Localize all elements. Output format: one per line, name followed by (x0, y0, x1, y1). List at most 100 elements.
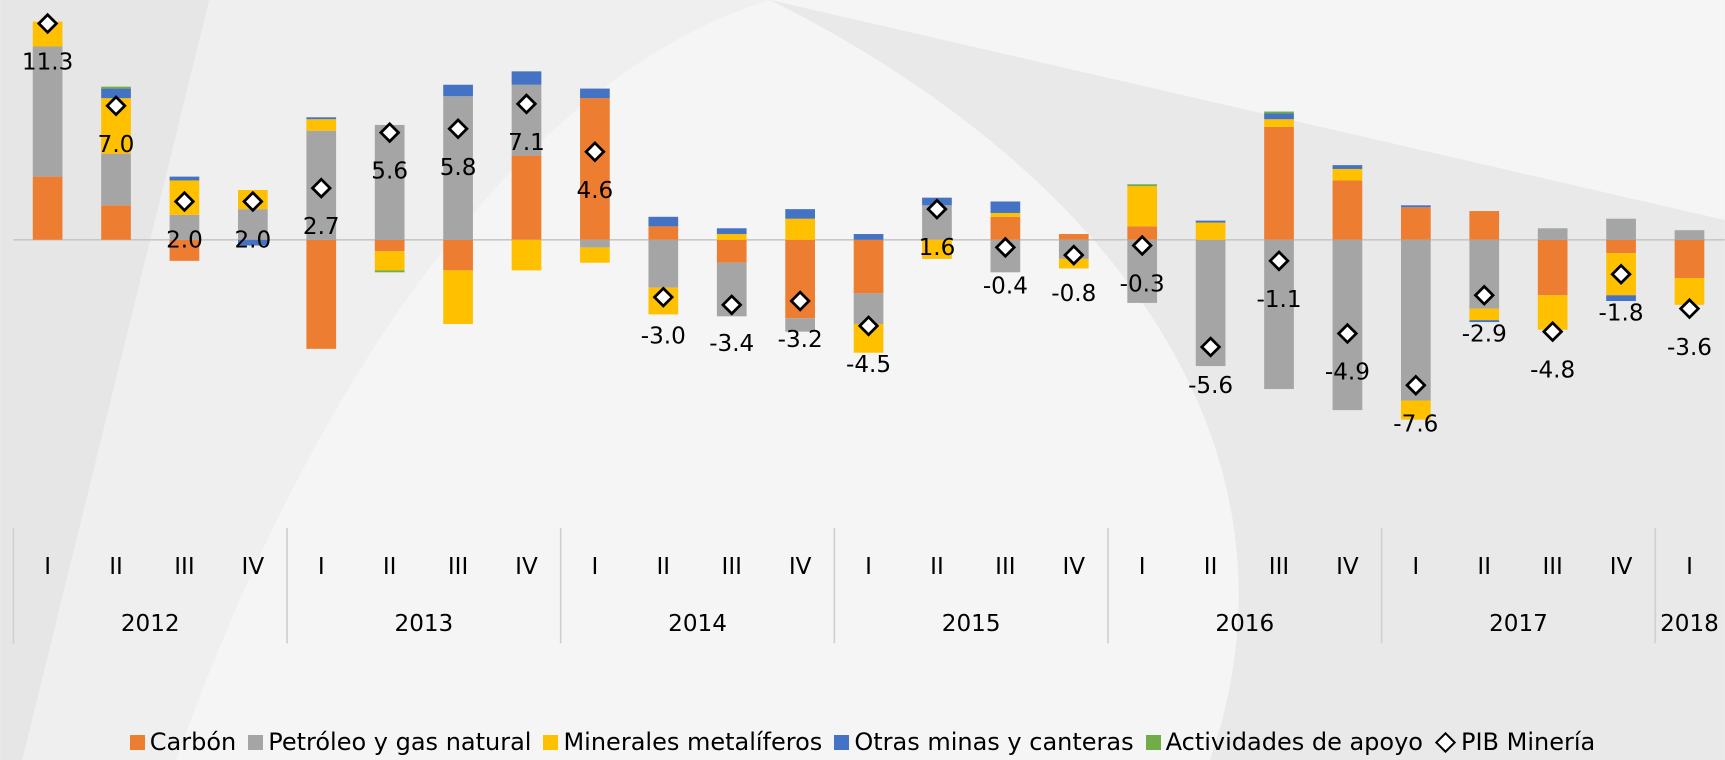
bar-segment (853, 234, 884, 240)
x-tick-label: IV (515, 554, 538, 580)
marker (1610, 263, 1632, 285)
marker (1131, 234, 1153, 257)
marker (789, 290, 811, 312)
x-tick-label: I (1412, 554, 1419, 580)
bar-segment (580, 88, 610, 99)
bar-segment (1264, 111, 1294, 114)
data-label: 1.6 (919, 235, 956, 261)
x-tick-label: III (1542, 554, 1562, 580)
bar-segment (785, 218, 815, 240)
group-label: 2012 (121, 611, 180, 637)
data-label: -5.6 (1188, 373, 1233, 399)
bar-segment (648, 226, 679, 240)
legend: Carbón Petróleo y gas natural Minerales me… (0, 728, 1725, 756)
data-label: -3.4 (709, 331, 754, 357)
x-tick-label: III (722, 554, 742, 580)
bar-segment (511, 239, 542, 271)
x-tick-label: IV (789, 554, 812, 580)
bar-segment (648, 216, 679, 227)
x-tick-label: IV (242, 554, 265, 580)
bar-segment (1332, 165, 1363, 169)
bar-segment (1674, 239, 1705, 279)
data-label: -7.6 (1393, 411, 1438, 437)
marker (1063, 244, 1085, 266)
marker (584, 140, 606, 163)
bar-segment (1264, 119, 1294, 127)
data-label: 2.0 (166, 228, 203, 254)
legend-label: Petróleo y gas natural (268, 728, 532, 756)
legend-item: Minerales metalíferos (543, 728, 822, 756)
marker (1541, 320, 1564, 343)
bar-segment (101, 205, 131, 240)
data-label: -2.9 (1462, 321, 1507, 347)
x-tick-label: I (1686, 554, 1693, 580)
group-label: 2018 (1660, 611, 1719, 637)
bar-segment (580, 239, 610, 248)
marker (36, 12, 59, 35)
marker (105, 95, 127, 117)
marker (926, 198, 948, 220)
legend-label: PIB Minería (1460, 728, 1596, 756)
x-tick-label: II (1477, 554, 1491, 580)
bar-segment (648, 239, 679, 288)
bar-segment (580, 98, 610, 240)
bar-segment (101, 86, 131, 89)
bar-segment (1606, 239, 1636, 254)
bar-segment (1537, 228, 1568, 240)
bar-segment (716, 228, 747, 235)
bar-segment (1400, 400, 1431, 420)
bar-segment (853, 239, 884, 294)
data-label: -4.5 (846, 352, 891, 378)
legend-label: Actividades de apoyo (1165, 728, 1423, 756)
marker (1199, 336, 1222, 358)
bar-segment (1400, 239, 1431, 401)
x-tick-label: I (1139, 554, 1146, 580)
group-label: 2015 (942, 611, 1001, 637)
legend-swatch (248, 734, 264, 750)
bar-segment (374, 251, 405, 271)
data-label: -1.1 (1256, 287, 1301, 313)
bar-segment (169, 176, 200, 181)
bar-segment (580, 247, 610, 263)
marker (994, 236, 1017, 259)
bar-segment (1469, 320, 1500, 323)
bar-segment (922, 239, 952, 259)
background-shape (770, 0, 1725, 760)
marker (1473, 284, 1495, 307)
group-label: 2014 (668, 611, 727, 637)
data-label: -0.8 (1051, 281, 1096, 307)
data-label: 5.8 (440, 155, 477, 181)
legend-item: PIB Minería (1434, 728, 1596, 756)
bar-segment (32, 176, 63, 240)
data-label: -4.8 (1530, 358, 1575, 384)
marker (515, 93, 538, 115)
data-label: -0.4 (983, 274, 1028, 300)
bar-segment (785, 318, 815, 332)
data-label: -3.0 (641, 323, 686, 349)
bar-segment (374, 124, 405, 240)
bar-segment (1127, 226, 1158, 240)
legend-label: Minerales metalíferos (563, 728, 823, 756)
legend-swatch (129, 734, 145, 750)
legend-item: Actividades de apoyo (1145, 728, 1423, 756)
bar-segment (169, 239, 200, 261)
legend-label: Otras minas y canteras (854, 728, 1134, 756)
data-label: 5.6 (371, 159, 408, 185)
bar-segment (716, 239, 747, 263)
bar-segment (1332, 180, 1363, 240)
data-label: -3.6 (1667, 335, 1712, 361)
bar-segment (238, 209, 268, 240)
data-label: 11.3 (22, 50, 73, 76)
marker (310, 177, 333, 199)
marker (857, 315, 880, 337)
bar-segment (238, 239, 268, 246)
x-tick-label: II (109, 554, 123, 580)
marker (1336, 322, 1359, 345)
x-tick-label: IV (1062, 554, 1085, 580)
bar-segment (1400, 205, 1431, 208)
bar-segment (511, 71, 542, 85)
marker (720, 294, 743, 316)
marker (1405, 374, 1427, 396)
